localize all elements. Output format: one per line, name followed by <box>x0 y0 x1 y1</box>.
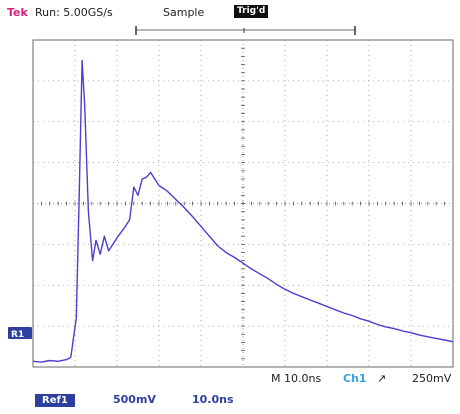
trigger-status-badge: Trig'd <box>234 5 269 18</box>
ref-marker-label: R1 <box>11 330 24 340</box>
record-window-indicator <box>135 26 356 35</box>
scope-header: Tek Run: 5.00GS/s Sample Trig'd <box>0 0 460 38</box>
ref-time-per-div: 10.0ns <box>192 393 234 406</box>
plot-frame <box>32 39 454 368</box>
waveform-trace <box>32 59 454 363</box>
main-timebase: M 10.0ns <box>271 372 322 385</box>
brand-label: Tek <box>7 6 28 19</box>
reference-readout: Ref1 500mV 10.0ns <box>0 392 460 414</box>
acquisition-mode: Sample <box>163 6 205 19</box>
trigger-source: Ch1 <box>343 372 367 385</box>
ref-label: Ref1 <box>35 394 75 407</box>
graticule <box>33 40 453 367</box>
run-status: Run: 5.00GS/s <box>35 6 113 19</box>
status-bar: M 10.0ns Ch1 ↗ 250mV <box>0 370 460 388</box>
ref-volts-per-div: 500mV <box>113 393 156 406</box>
trigger-slope-icon: ↗ <box>377 372 387 385</box>
ref-marker: R1 <box>8 327 32 340</box>
trigger-level: 250mV <box>412 372 452 385</box>
